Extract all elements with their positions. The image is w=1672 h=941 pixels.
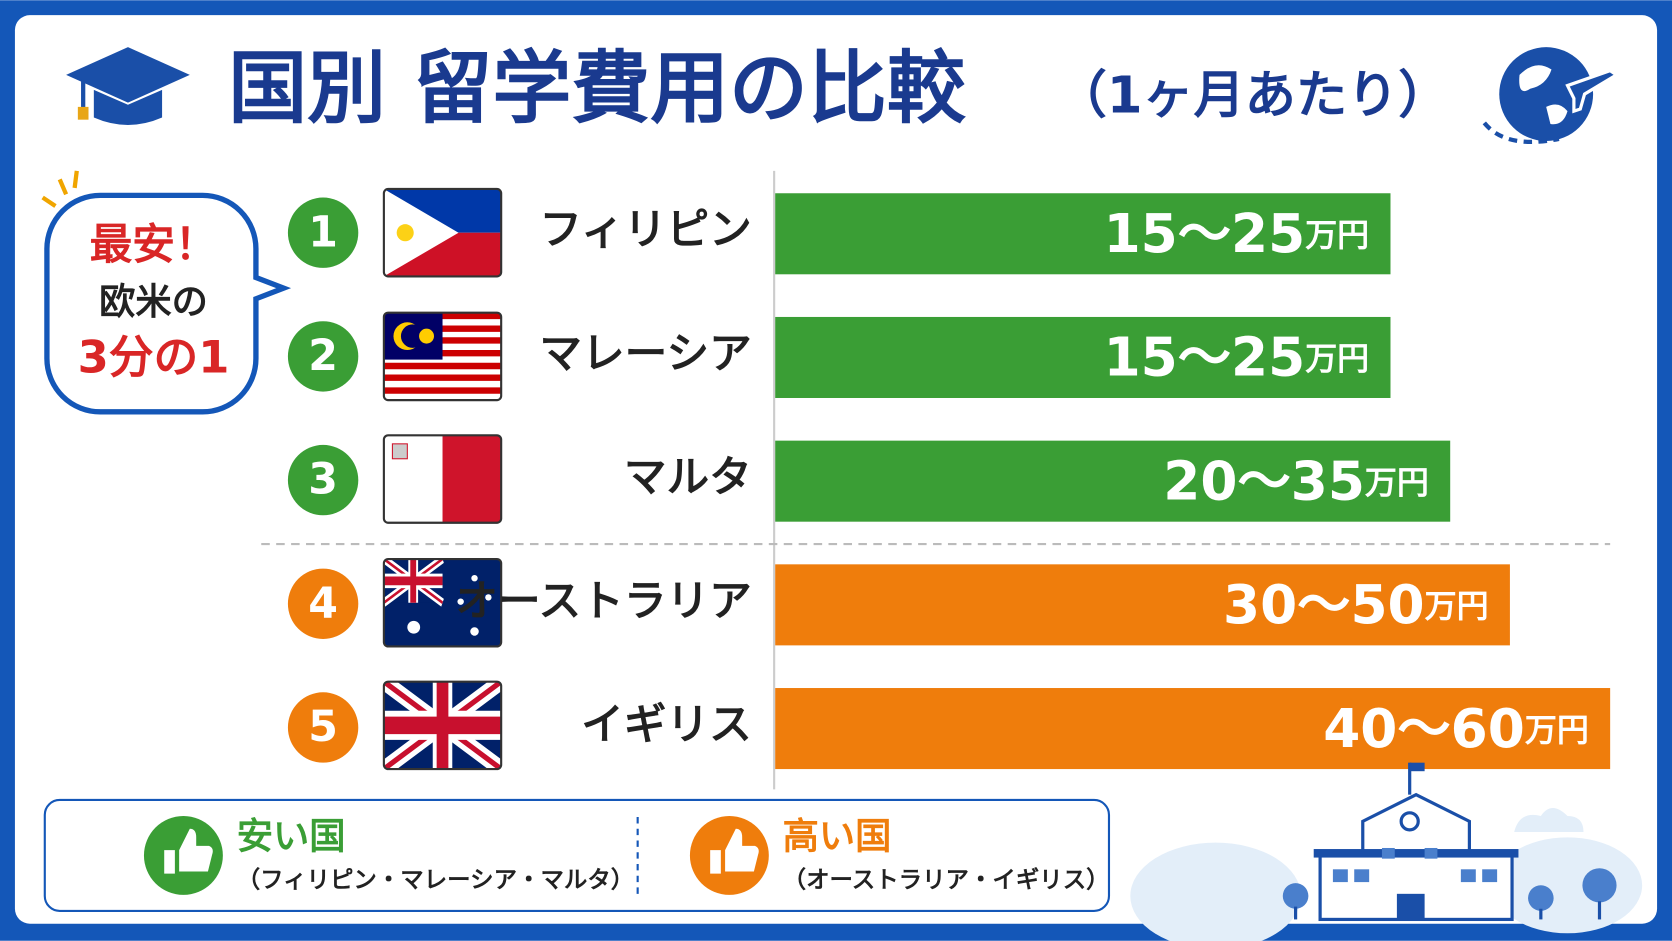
subtitle: （1ヶ月あたり） — [1056, 65, 1450, 125]
rank: 1 — [308, 207, 338, 257]
cost-label: 40〜60万円 — [1323, 697, 1589, 759]
cost-bar — [775, 440, 1451, 522]
flag-malta — [383, 435, 502, 523]
legend-note: （オーストラリア・イギリス） — [783, 866, 1110, 894]
cost-label: 20〜35万円 — [1163, 450, 1429, 512]
country: フィリピン — [539, 205, 751, 255]
thumb-shape — [164, 828, 213, 874]
cost-label: 30〜50万円 — [1223, 574, 1489, 636]
callout: 最安！ 欧米の 3分の1 — [41, 170, 292, 415]
cost-range: 40〜60 — [1323, 697, 1525, 759]
cost-unit: 万円 — [1425, 587, 1489, 625]
rank-badge — [287, 568, 359, 639]
cost-bar — [775, 688, 1611, 770]
flag-borders — [382, 187, 503, 771]
country: マレーシア — [539, 329, 751, 379]
flag-malaysia — [383, 312, 502, 401]
school-illustration — [1130, 762, 1643, 941]
cost-unit: 万円 — [1525, 711, 1589, 749]
legend-note: （フィリピン・マレーシア・マルタ） — [237, 866, 635, 894]
callout-line: 欧米の — [99, 280, 208, 323]
legend-box — [43, 798, 1111, 912]
callout-line: 3分の1 — [78, 331, 230, 384]
cost-bar — [775, 316, 1391, 398]
cost-label: 15〜25万円 — [1104, 326, 1370, 388]
cost-label: 15〜25万円 — [1104, 203, 1370, 265]
rank-badge — [287, 692, 359, 763]
rank: 4 — [308, 578, 338, 628]
globe-icon — [1482, 47, 1620, 145]
cost-unit: 万円 — [1365, 463, 1429, 501]
cost-range: 15〜25 — [1104, 203, 1306, 265]
legend-title: 安い国 — [237, 814, 346, 857]
legend-title: 高い国 — [783, 814, 892, 857]
rank: 3 — [308, 455, 338, 505]
country: イギリス — [581, 700, 752, 750]
rank-badge — [287, 197, 359, 268]
cost-range: 15〜25 — [1104, 326, 1306, 388]
country: マルタ — [624, 453, 752, 503]
cost-bar — [775, 193, 1391, 275]
flag-uk — [384, 682, 501, 769]
flag-australia — [384, 559, 502, 647]
cost-range: 30〜50 — [1223, 574, 1425, 636]
rank: 5 — [308, 702, 338, 752]
cost-unit: 万円 — [1305, 340, 1369, 378]
cost-range: 20〜35 — [1163, 450, 1365, 512]
cost-bar — [775, 564, 1510, 646]
flag-philippines — [383, 188, 502, 277]
title: 国別 留学費用の比較 — [228, 43, 967, 135]
rank: 2 — [308, 331, 338, 381]
thumb-shape — [710, 828, 759, 874]
rank-badge — [287, 444, 359, 516]
country: オーストラリア — [455, 576, 751, 626]
callout-line: 最安！ — [90, 220, 218, 270]
cost-unit: 万円 — [1305, 216, 1369, 254]
rank-badge — [287, 321, 359, 392]
